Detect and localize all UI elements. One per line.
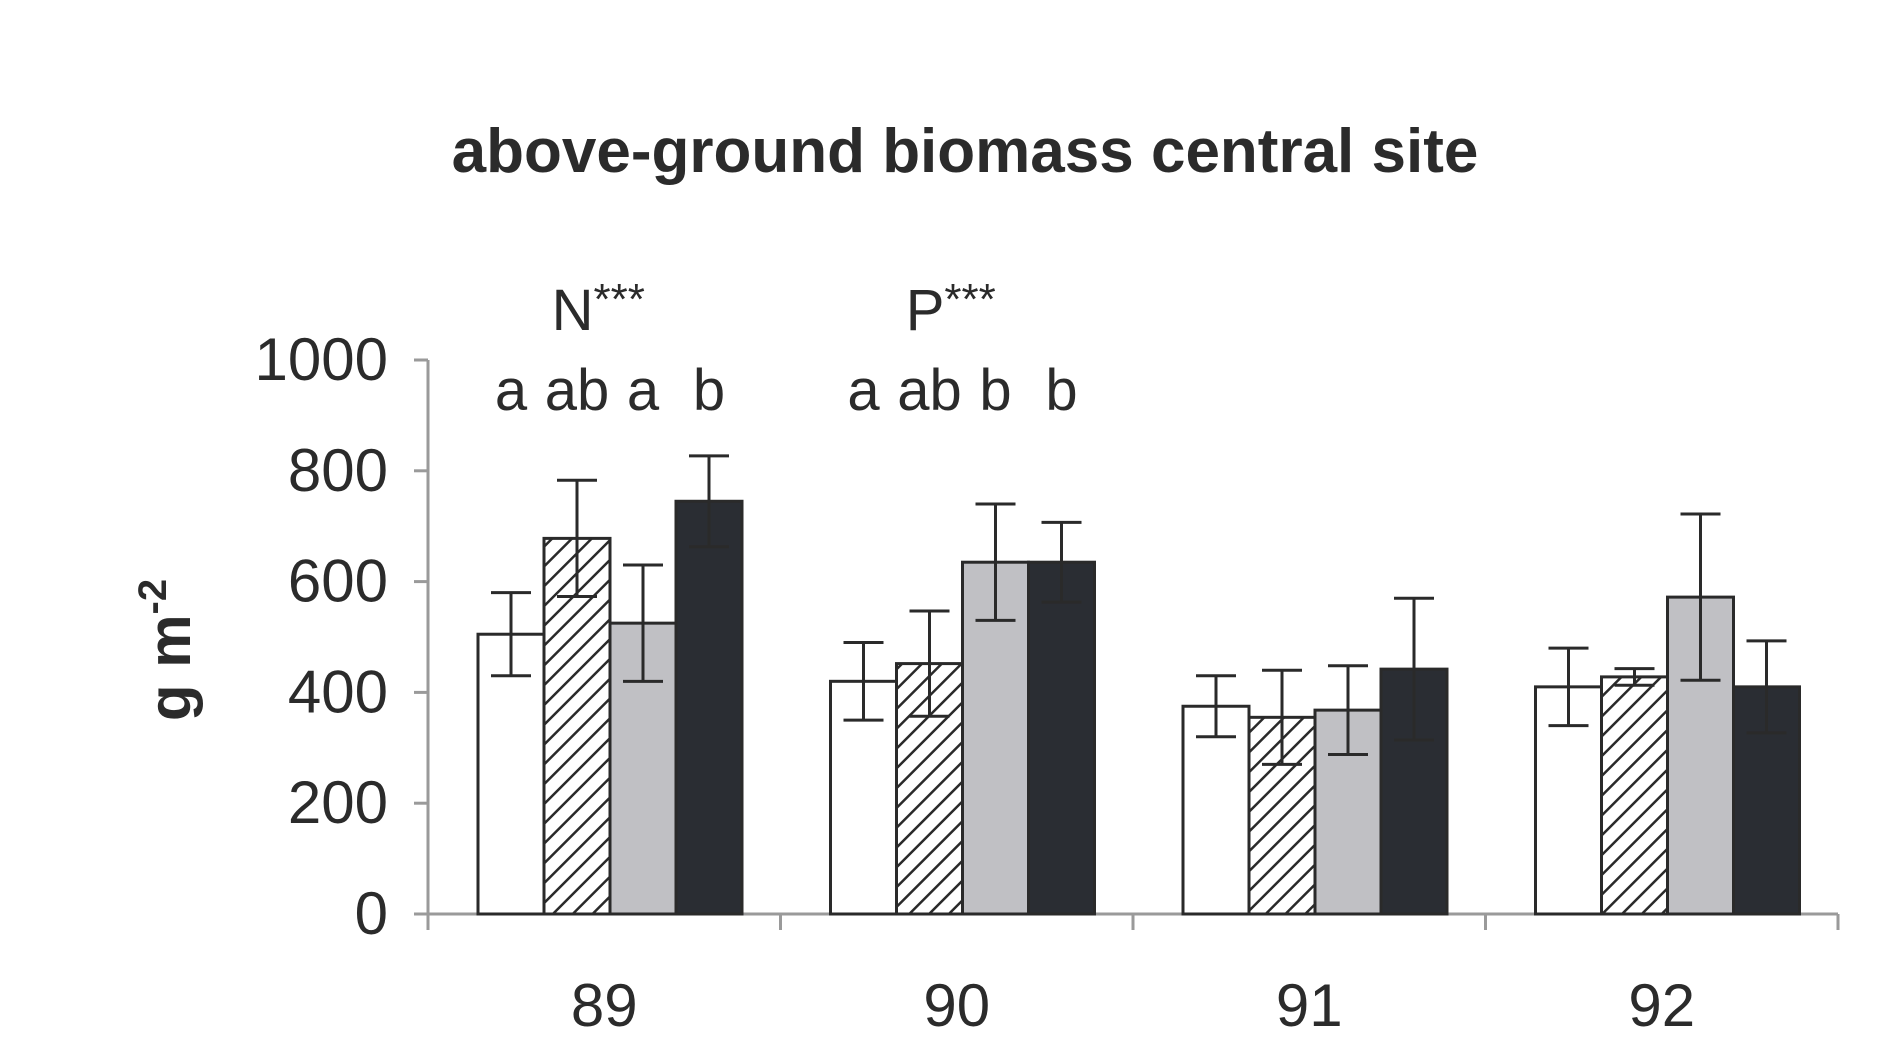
- y-tick-label: 800: [288, 437, 388, 504]
- bar: [1600, 675, 1669, 916]
- significance-stars: ***: [944, 275, 995, 324]
- group-letter: ab: [545, 358, 610, 423]
- x-tick-label: 89: [571, 972, 638, 1039]
- group-letter: ab: [897, 358, 962, 423]
- axes: 0 200 400 600 800 1000 89 90 91 92: [255, 326, 1840, 1039]
- y-axis-label-superscript: -2: [131, 579, 175, 615]
- y-axis-label-text: g m: [136, 614, 203, 721]
- labels: N***a ab a bP***a ab b b: [495, 275, 1078, 423]
- group-letter: b: [979, 358, 1011, 423]
- y-tick-label: 200: [288, 769, 388, 836]
- bar: [542, 536, 612, 916]
- bar: [1027, 560, 1096, 916]
- x-tick-label: 90: [923, 972, 990, 1039]
- significance-label: N***: [552, 275, 645, 343]
- significance-stars: ***: [594, 275, 645, 324]
- y-tick-label: 400: [288, 658, 388, 725]
- group-letter: a: [847, 358, 880, 423]
- chart-title: above-ground biomass central site: [452, 117, 1479, 186]
- group-letter: a: [495, 358, 528, 423]
- bars: [476, 454, 1801, 916]
- significance-factor: P: [906, 278, 945, 343]
- bar: [1181, 704, 1251, 916]
- y-tick-label: 1000: [255, 326, 388, 393]
- x-tick-label: 91: [1276, 972, 1343, 1039]
- x-tick-label: 92: [1628, 972, 1695, 1039]
- y-tick-label: 0: [355, 880, 388, 947]
- y-tick-label: 600: [288, 548, 388, 615]
- significance-factor: N: [552, 278, 594, 343]
- y-axis-label: g m-2: [131, 579, 203, 721]
- group-letter: b: [693, 358, 725, 423]
- bar: [674, 499, 744, 916]
- significance-label: P***: [906, 275, 996, 343]
- group-letter: b: [1045, 358, 1077, 423]
- group-letter: a: [627, 358, 660, 423]
